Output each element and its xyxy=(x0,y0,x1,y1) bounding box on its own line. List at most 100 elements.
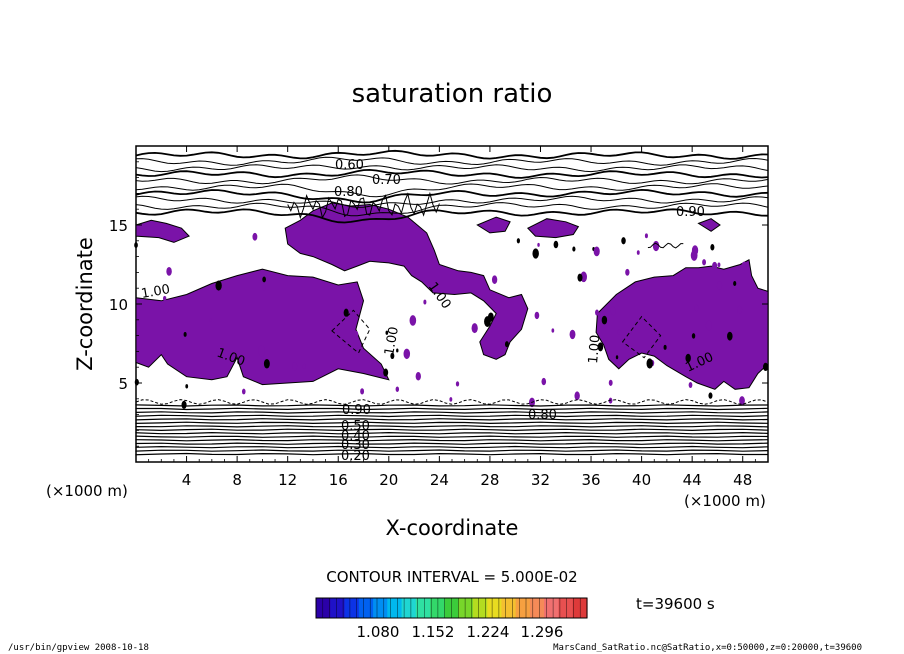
colorbar-swatch xyxy=(558,598,574,618)
shaded-speck xyxy=(593,246,600,257)
colorbar-tick-label: 1.152 xyxy=(412,623,455,641)
colorbar-swatch xyxy=(330,598,346,618)
shaded-speck xyxy=(395,386,400,392)
shaded-speck xyxy=(403,348,411,360)
colorbar-swatch xyxy=(444,598,460,618)
shaded-speck xyxy=(708,392,713,399)
shaded-speck xyxy=(761,327,767,336)
contour-line xyxy=(135,202,769,217)
shaded-speck xyxy=(601,315,608,325)
shaded-speck xyxy=(516,238,521,244)
contour-line xyxy=(135,421,769,425)
contour-label: 0.80 xyxy=(528,408,557,423)
shaded-speck xyxy=(551,328,555,333)
contour-line xyxy=(135,149,769,160)
plot-area: 0.60 0.70 0.80 0.90 1.00 1.00 1.00 1.00 … xyxy=(134,145,769,464)
shaded-speck xyxy=(134,378,139,386)
shaded-speck xyxy=(644,233,648,239)
shaded-speck xyxy=(262,285,266,291)
shaded-speck xyxy=(302,363,306,370)
shaded-speck xyxy=(134,242,138,249)
contour-line xyxy=(135,435,769,438)
shaded-speck xyxy=(688,381,693,388)
shaded-speck xyxy=(691,361,696,368)
shaded-speck xyxy=(553,240,559,249)
y-tick-label: 5 xyxy=(118,375,128,393)
shaded-speck xyxy=(710,244,715,251)
x-tick-label: 40 xyxy=(632,471,651,489)
x-tick-label: 48 xyxy=(733,471,752,489)
chart-title: saturation ratio xyxy=(352,79,553,109)
shaded-speck xyxy=(541,377,547,386)
contour-line xyxy=(135,188,769,204)
colorbar-swatch xyxy=(316,598,331,618)
colorbar-swatch xyxy=(373,598,388,618)
x-tick-label: 44 xyxy=(683,471,702,489)
shaded-speck xyxy=(183,331,187,337)
shaded-speck xyxy=(574,391,580,401)
contour-interval-text: CONTOUR INTERVAL = 5.000E-02 xyxy=(326,568,577,586)
contour-line xyxy=(135,404,769,407)
shaded-speck xyxy=(685,353,691,363)
shaded-speck xyxy=(691,333,696,339)
shaded-speck xyxy=(449,397,453,402)
contour-label: 1.00 xyxy=(382,326,402,357)
contour-label: 1.00 xyxy=(586,334,603,364)
shaded-speck xyxy=(615,355,619,360)
shaded-speck xyxy=(652,240,660,252)
colorbar xyxy=(315,597,588,619)
shaded-speck xyxy=(455,381,460,387)
contour-line xyxy=(135,407,769,411)
colorbar-swatch xyxy=(401,598,417,618)
shaded-speck xyxy=(621,237,626,245)
shaded-speck xyxy=(353,330,359,339)
x-tick-label: 4 xyxy=(182,471,192,489)
contour-line xyxy=(647,242,684,249)
shaded-speck xyxy=(385,330,389,335)
shaded-blob xyxy=(284,202,529,360)
footer-right: MarsCand_SatRatio.nc@SatRatio,x=0:50000,… xyxy=(553,643,862,653)
contour-line xyxy=(135,168,769,179)
x-tick-label: 32 xyxy=(531,471,550,489)
colorbar-tick-label: 1.080 xyxy=(357,623,400,641)
shaded-speck xyxy=(209,318,213,323)
contour-label: 0.60 xyxy=(335,158,364,173)
shaded-speck xyxy=(597,342,604,352)
contour-line xyxy=(287,191,440,220)
colorbar-swatch xyxy=(430,598,445,618)
shaded-speck xyxy=(534,311,540,320)
x-tick-label: 36 xyxy=(581,471,600,489)
shaded-speck xyxy=(617,329,622,335)
x-tick-label: 12 xyxy=(278,471,297,489)
shaded-speck xyxy=(625,268,630,276)
shaded-speck xyxy=(484,316,491,328)
contour-line xyxy=(135,428,769,432)
shaded-speck xyxy=(491,275,498,284)
shaded-speck xyxy=(610,306,616,316)
shaded-blob xyxy=(476,216,511,234)
contour-line xyxy=(135,449,769,452)
colorbar-tick-label: 1.224 xyxy=(467,623,510,641)
contour-labels: 0.60 0.70 0.80 0.90 1.00 1.00 1.00 1.00 … xyxy=(140,158,716,464)
shaded-speck xyxy=(343,308,349,317)
colorbar-swatch xyxy=(415,598,431,618)
shaded-speck xyxy=(712,261,718,271)
shaded-blob xyxy=(697,218,721,232)
shaded-speck xyxy=(572,246,576,252)
contour-line xyxy=(135,164,769,173)
colorbar-swatch xyxy=(358,598,374,618)
shaded-speck xyxy=(537,242,540,247)
shaded-speck xyxy=(595,309,599,316)
contour-line xyxy=(135,452,768,456)
shaded-speck xyxy=(690,250,698,261)
shaded-blob xyxy=(526,218,580,239)
shaded-speck xyxy=(504,341,509,348)
shaded-speck xyxy=(185,384,189,389)
shaded-speck xyxy=(241,388,246,395)
shaded-blob xyxy=(595,259,769,390)
x-tick-label: 8 xyxy=(232,471,242,489)
shaded-speck xyxy=(383,368,389,377)
y-unit-label: (×1000 m) xyxy=(684,492,766,510)
contour-line xyxy=(331,309,371,354)
